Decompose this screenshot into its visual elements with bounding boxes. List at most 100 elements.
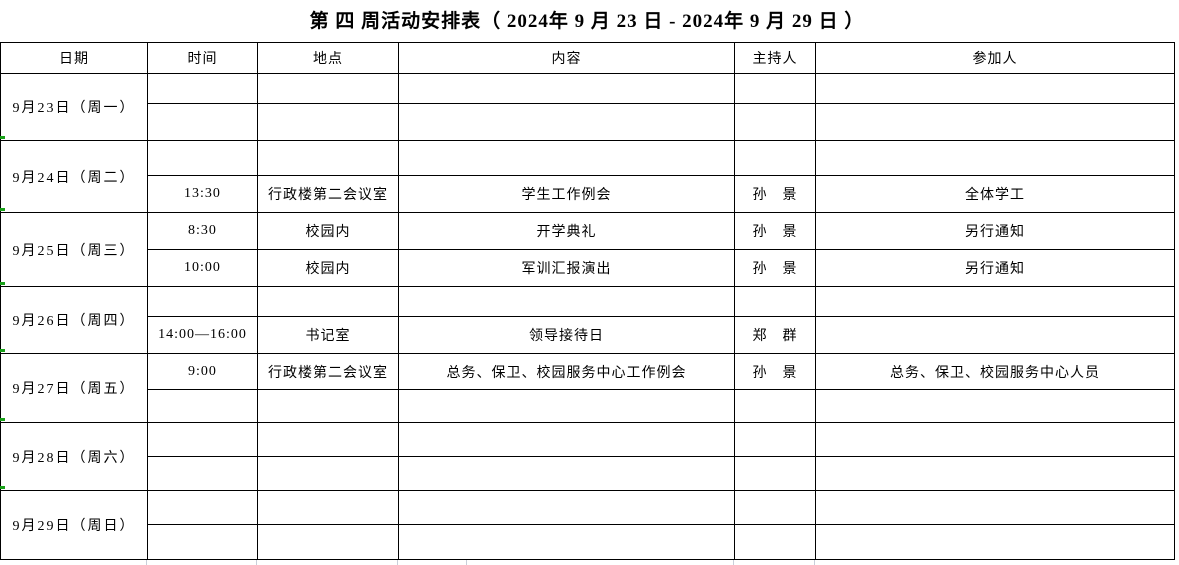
table-row: 9月28日（周六） [0, 422, 1175, 491]
col-header-participants: 参加人 [815, 42, 1175, 74]
green-corner-marker [0, 136, 5, 139]
participants-cell [815, 524, 1175, 560]
host-cell: 孙 景 [734, 175, 816, 213]
table-row: 9月27日（周五） 9:00 行政楼第二会议室 总务、保卫、校园服务中心工作例会… [0, 353, 1175, 423]
place-cell [257, 286, 399, 317]
content-cell [398, 286, 735, 317]
participants-cell [815, 103, 1175, 141]
green-corner-marker [0, 208, 5, 211]
green-corner-marker [0, 486, 5, 489]
cutoff-gridline [814, 560, 815, 565]
participants-cell [815, 316, 1175, 354]
header-row: 日期 时间 地点 内容 主持人 参加人 [0, 42, 1175, 74]
table-row [1, 103, 1175, 141]
host-cell: 郑 群 [734, 316, 816, 354]
host-cell [734, 286, 816, 317]
time-cell [147, 456, 258, 491]
col-header-date: 日期 [0, 42, 148, 74]
participants-cell [815, 422, 1175, 457]
place-cell [257, 422, 399, 457]
content-cell: 军训汇报演出 [398, 249, 735, 287]
date-cell: 9月26日（周四） [0, 286, 148, 354]
host-cell: 孙 景 [734, 353, 816, 390]
table-row: 9月23日（周一） [0, 73, 1175, 141]
participants-cell [815, 490, 1175, 525]
host-cell: 孙 景 [734, 249, 816, 287]
date-cell: 9月29日（周日） [0, 490, 148, 560]
place-cell: 书记室 [257, 316, 399, 354]
place-cell [257, 140, 399, 176]
schedule-table: 日期 时间 地点 内容 主持人 参加人 9月23日（周一） [0, 42, 1175, 560]
green-corner-marker [0, 418, 5, 421]
content-cell: 学生工作例会 [398, 175, 735, 213]
place-cell [257, 103, 399, 141]
table-row [1, 389, 1175, 423]
place-cell: 校园内 [257, 249, 399, 287]
participants-cell: 总务、保卫、校园服务中心人员 [815, 353, 1175, 390]
host-cell [734, 73, 816, 104]
participants-cell [815, 140, 1175, 176]
time-cell: 8:30 [147, 212, 258, 250]
time-cell [147, 140, 258, 176]
host-cell [734, 140, 816, 176]
time-cell [147, 524, 258, 560]
time-cell: 10:00 [147, 249, 258, 287]
table-row: 13:30 行政楼第二会议室 学生工作例会 孙 景 全体学工 [1, 175, 1175, 213]
host-cell [734, 490, 816, 525]
place-cell [257, 524, 399, 560]
green-corner-marker [0, 349, 5, 352]
date-cell: 9月23日（周一） [0, 73, 148, 141]
time-cell: 9:00 [147, 353, 258, 390]
cutoff-gridline [466, 560, 467, 565]
host-cell [734, 456, 816, 491]
date-cell: 9月28日（周六） [0, 422, 148, 491]
content-cell [398, 140, 735, 176]
participants-cell [815, 456, 1175, 491]
participants-cell [815, 286, 1175, 317]
time-cell [147, 73, 258, 104]
content-cell [398, 73, 735, 104]
content-cell [398, 422, 735, 457]
content-cell [398, 103, 735, 141]
place-cell: 校园内 [257, 212, 399, 250]
time-cell [147, 103, 258, 141]
time-cell [147, 422, 258, 457]
place-cell [257, 456, 399, 491]
time-cell: 13:30 [147, 175, 258, 213]
col-header-time: 时间 [147, 42, 258, 74]
content-cell: 领导接待日 [398, 316, 735, 354]
time-cell [147, 389, 258, 423]
place-cell: 行政楼第二会议室 [257, 175, 399, 213]
date-cell: 9月25日（周三） [0, 212, 148, 287]
page-title: 第 四 周活动安排表（ 2024年 9 月 23 日 - 2024年 9 月 2… [309, 11, 865, 32]
participants-cell: 另行通知 [815, 249, 1175, 287]
col-header-place: 地点 [257, 42, 399, 74]
cutoff-gridline [733, 560, 734, 565]
col-header-content: 内容 [398, 42, 735, 74]
host-cell: 孙 景 [734, 212, 816, 250]
participants-cell: 全体学工 [815, 175, 1175, 213]
content-cell: 开学典礼 [398, 212, 735, 250]
table-row: 9月29日（周日） [0, 490, 1175, 560]
host-cell [734, 524, 816, 560]
time-cell [147, 490, 258, 525]
time-cell: 14:00—16:00 [147, 316, 258, 354]
content-cell: 总务、保卫、校园服务中心工作例会 [398, 353, 735, 390]
table-row [1, 524, 1175, 560]
table-row: 9月26日（周四） [0, 286, 1175, 354]
table-row [1, 456, 1175, 491]
participants-cell [815, 389, 1175, 423]
host-cell [734, 103, 816, 141]
place-cell [257, 389, 399, 423]
table-row: 9月25日（周三） 8:30 校园内 开学典礼 孙 景 另行通知 [0, 212, 1175, 287]
place-cell [257, 73, 399, 104]
content-cell [398, 389, 735, 423]
date-cell: 9月27日（周五） [0, 353, 148, 423]
content-cell [398, 456, 735, 491]
green-corner-marker [0, 282, 5, 285]
table-row: 9月24日（周二） [0, 140, 1175, 213]
content-cell [398, 490, 735, 525]
table-row: 14:00—16:00 书记室 领导接待日 郑 群 [1, 316, 1175, 354]
cutoff-gridline [397, 560, 398, 565]
participants-cell [815, 73, 1175, 104]
